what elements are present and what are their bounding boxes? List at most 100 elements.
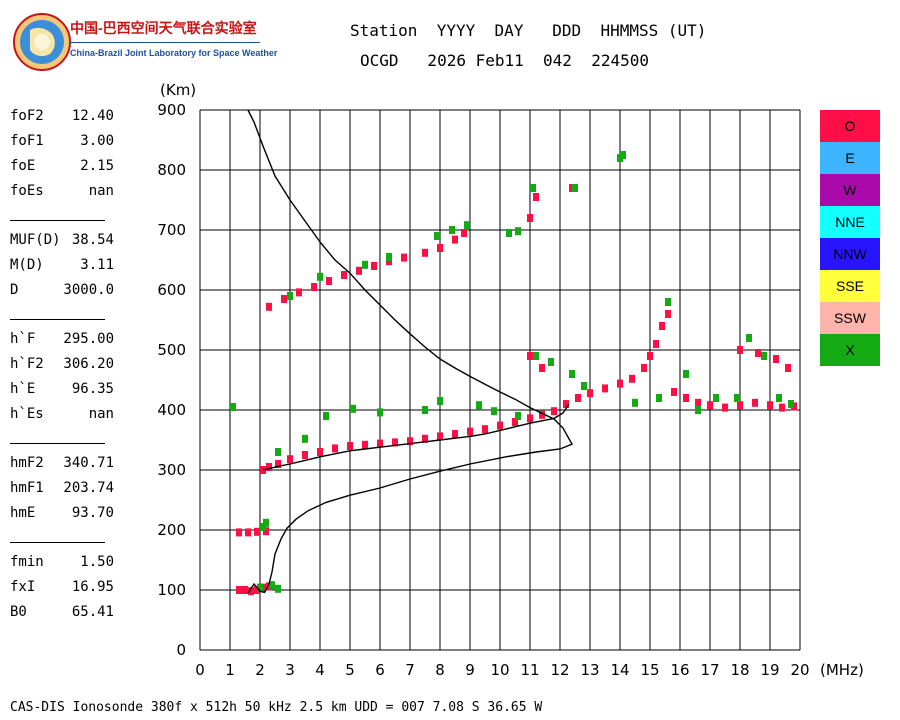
- echo-point-o: [779, 403, 785, 412]
- echo-point-o: [587, 389, 593, 398]
- echo-point-o: [392, 438, 398, 447]
- param-value: 12.40: [71, 108, 114, 124]
- echo-point-o: [695, 398, 701, 407]
- echo-point-x: [515, 412, 521, 420]
- echo-point-x: [386, 253, 392, 261]
- echo-point-o: [527, 214, 533, 222]
- echo-point-o: [653, 340, 659, 348]
- echo-point-x: [776, 394, 782, 402]
- echo-point-x: [761, 352, 767, 360]
- echo-point-x: [491, 407, 497, 416]
- echo-point-x: [422, 406, 428, 414]
- param-label: D: [10, 282, 19, 298]
- curve-virtual: [262, 403, 570, 471]
- echo-point-x: [656, 394, 662, 402]
- param-row: h`Es nan: [10, 406, 120, 431]
- echo-point-o: [575, 394, 581, 402]
- echo-point-x: [230, 403, 236, 411]
- echo-point-o: [422, 434, 428, 443]
- param-row: foE 2.15: [10, 158, 120, 183]
- param-label: hmF1: [10, 480, 44, 496]
- polarization-legend: O E W NNE NNW SSE SSW X: [820, 110, 880, 366]
- param-label: hmF2: [10, 455, 44, 471]
- legend-item-nne: NNE: [820, 206, 880, 238]
- y-tick-label: 400: [157, 401, 186, 419]
- echo-point-o: [767, 401, 773, 410]
- x-tick-label: 7: [405, 661, 415, 679]
- echo-point-o: [287, 455, 293, 464]
- echo-point-x: [377, 408, 383, 417]
- echo-point-o: [533, 193, 539, 201]
- echo-point-x: [257, 583, 263, 592]
- param-value: 65.41: [71, 604, 114, 620]
- echo-point-o: [302, 451, 308, 459]
- parameter-panel: foF2 12.40 foF1 3.00 foE 2.15 foEs nan MUF(D) 38.…: [10, 108, 120, 629]
- echo-point-o: [332, 444, 338, 453]
- instrument-footer: CAS-DIS Ionosonde 380f x 512h 50 kHz 2.5…: [10, 700, 543, 715]
- param-value: nan: [88, 183, 114, 199]
- x-tick-label: 17: [700, 661, 719, 679]
- echo-point-x: [263, 518, 269, 527]
- echo-point-x: [530, 184, 536, 192]
- echo-point-o: [275, 460, 281, 468]
- echo-point-x: [269, 581, 275, 590]
- legend-item-e: E: [820, 142, 880, 174]
- echo-point-o: [248, 587, 254, 596]
- echo-point-o: [707, 401, 713, 410]
- param-row: foF2 12.40: [10, 108, 120, 133]
- echo-point-x: [683, 370, 689, 378]
- param-separator: [10, 319, 105, 320]
- param-value: nan: [88, 406, 114, 422]
- x-tick-label: 14: [610, 661, 629, 679]
- echo-point-o: [563, 400, 569, 408]
- echo-point-o: [785, 364, 791, 372]
- x-tick-label: 12: [550, 661, 569, 679]
- echo-point-o: [539, 410, 545, 419]
- echo-point-o: [737, 346, 743, 354]
- param-label: MUF(D): [10, 232, 61, 248]
- y-tick-label: 600: [157, 281, 186, 299]
- echo-point-x: [569, 370, 575, 378]
- echo-point-x: [533, 352, 539, 360]
- param-label: foE: [10, 158, 36, 174]
- param-value: 295.00: [63, 331, 114, 347]
- echo-point-o: [683, 394, 689, 402]
- x-tick-label: 0: [195, 661, 205, 679]
- echo-point-o: [254, 527, 260, 536]
- echo-point-o: [437, 432, 443, 441]
- param-value: 1.50: [80, 554, 114, 570]
- x-tick-label: 9: [465, 661, 475, 679]
- echo-point-o: [452, 430, 458, 438]
- x-tick-label: 1: [225, 661, 235, 679]
- param-value: 306.20: [63, 356, 114, 372]
- x-tick-label: 5: [345, 661, 355, 679]
- header-columns: Station YYYY DAY DDD HHMMSS (UT): [350, 21, 707, 40]
- param-label: M(D): [10, 257, 44, 273]
- echo-point-o: [551, 407, 557, 416]
- echo-point-o: [266, 302, 272, 311]
- param-row: h`F 295.00: [10, 331, 120, 356]
- y-tick-label: 700: [157, 221, 186, 239]
- echo-point-o: [263, 527, 269, 536]
- echo-point-x: [464, 221, 470, 230]
- echo-point-o: [356, 266, 362, 275]
- param-label: foF2: [10, 108, 44, 124]
- echo-point-o: [236, 528, 242, 537]
- legend-item-x: X: [820, 334, 880, 366]
- legend-item-o: O: [820, 110, 880, 142]
- param-label: fmin: [10, 554, 44, 570]
- echo-point-x: [620, 151, 626, 159]
- echo-point-o: [281, 295, 287, 303]
- y-tick-label: 200: [157, 521, 186, 539]
- echo-point-x: [581, 382, 587, 390]
- echo-point-o: [527, 352, 533, 360]
- echo-point-o: [752, 398, 758, 407]
- param-value: 2.15: [80, 158, 114, 174]
- echo-point-x: [515, 227, 521, 236]
- echo-point-o: [665, 310, 671, 318]
- echo-point-x: [506, 229, 512, 237]
- param-row: MUF(D) 38.54: [10, 232, 120, 257]
- echo-point-o: [617, 379, 623, 388]
- param-row: foF1 3.00: [10, 133, 120, 158]
